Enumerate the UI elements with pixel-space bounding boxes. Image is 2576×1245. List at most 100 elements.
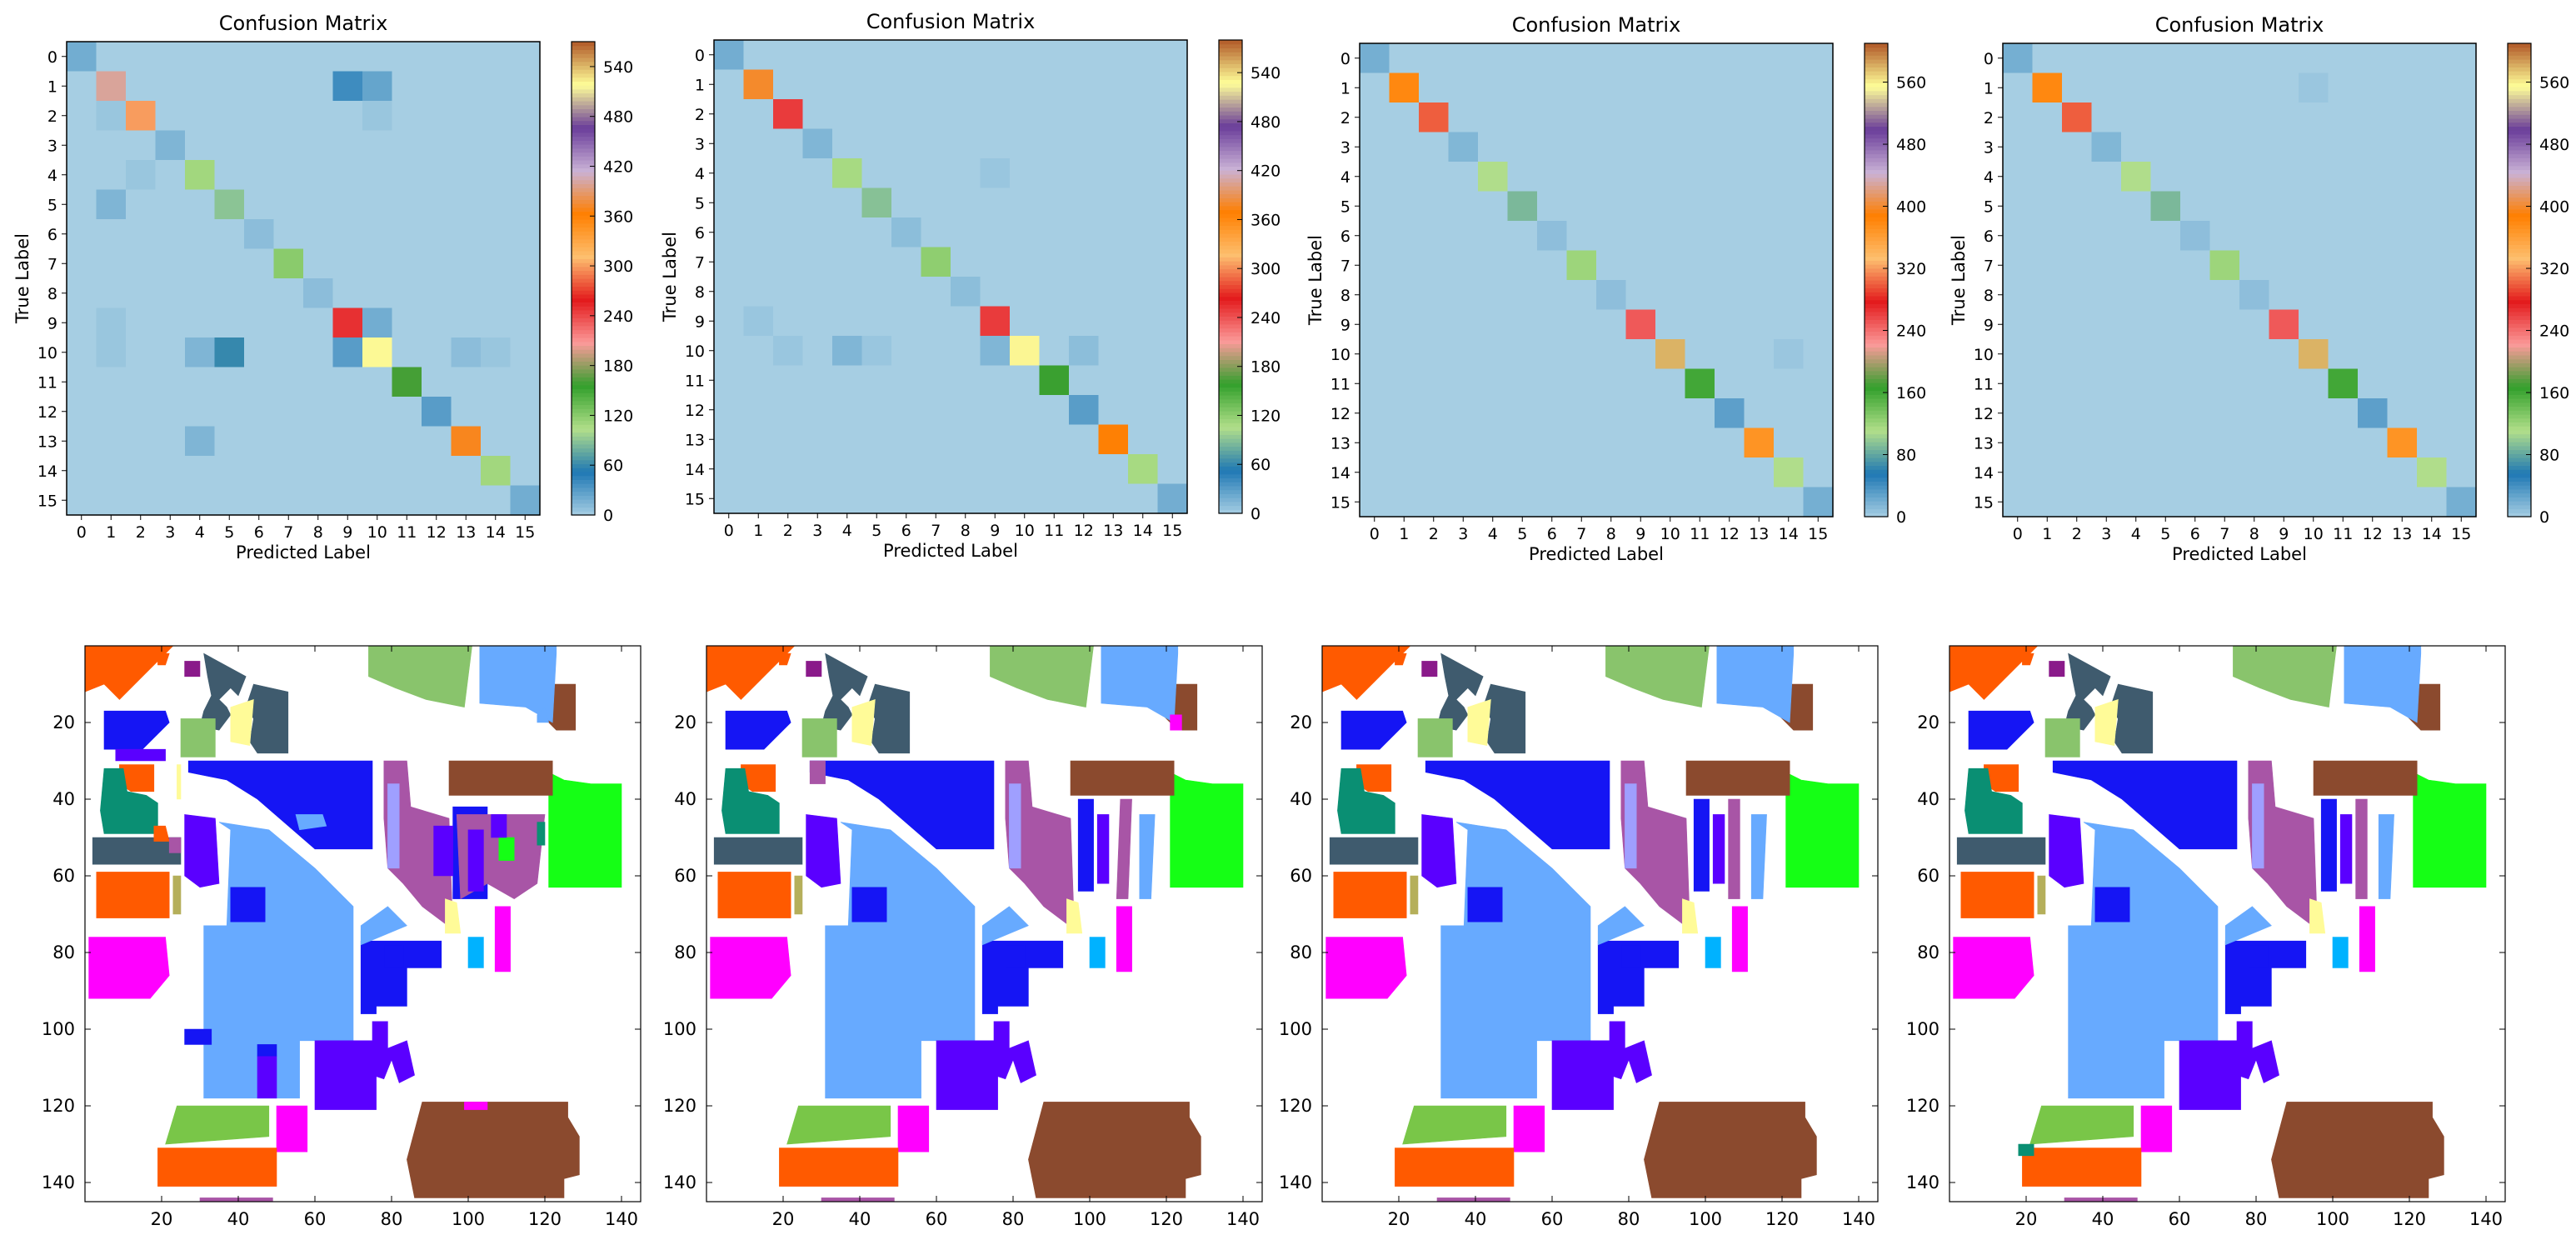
matrix-cell <box>1655 221 1686 252</box>
matrix-cell <box>2209 72 2240 103</box>
colorbar-segment <box>1865 308 1888 312</box>
y-tick-label: 120 <box>663 1096 696 1116</box>
y-tick-label: 140 <box>42 1172 75 1192</box>
colorbar-tick-label: 0 <box>1251 505 1261 523</box>
matrix-cell <box>1596 250 1627 281</box>
matrix-cell <box>2239 309 2270 340</box>
matrix-cell <box>1360 458 1390 488</box>
matrix-cell <box>1419 250 1450 281</box>
colorbar-segment <box>1219 482 1242 487</box>
matrix-cell <box>1596 72 1627 103</box>
colorbar-segment <box>1219 79 1242 84</box>
matrix-cell <box>2239 132 2270 162</box>
x-tick-label: 0 <box>77 523 87 542</box>
matrix-cell <box>1039 395 1070 426</box>
matrix-cell <box>1803 368 1834 399</box>
matrix-cell <box>1566 428 1597 458</box>
matrix-cell <box>332 485 363 516</box>
x-tick-label: 2 <box>2072 525 2082 543</box>
matrix-cell <box>155 248 186 279</box>
matrix-cell <box>451 426 482 457</box>
matrix-cell <box>1774 162 1805 192</box>
x-tick-label: 2 <box>783 522 793 540</box>
matrix-cell <box>1389 43 1420 74</box>
matrix-cell <box>332 219 363 250</box>
colorbar-segment <box>572 392 595 398</box>
map-region <box>2233 646 2337 708</box>
colorbar-segment <box>1865 378 1888 383</box>
matrix-cell <box>2032 428 2063 458</box>
matrix-cell <box>510 485 541 516</box>
map-region <box>1728 798 1740 899</box>
colorbar-segment <box>1219 264 1242 270</box>
matrix-cell <box>2446 132 2477 162</box>
matrix-cell <box>1448 487 1479 518</box>
matrix-cell <box>1566 280 1597 311</box>
map-region <box>1421 661 1438 678</box>
map-region <box>2224 906 2272 946</box>
matrix-cell <box>2091 221 2122 252</box>
matrix-cell <box>244 248 275 279</box>
matrix-cell <box>2387 162 2418 192</box>
matrix-cell <box>2269 72 2299 103</box>
matrix-cell <box>891 188 922 218</box>
x-tick-label: 100 <box>1689 1209 1722 1229</box>
matrix-cell <box>951 99 981 130</box>
matrix-cell <box>714 306 745 337</box>
map-region <box>851 698 876 746</box>
matrix-cell <box>244 338 275 368</box>
matrix-cell <box>1507 368 1538 399</box>
matrix-cell <box>773 454 804 485</box>
colorbar-segment <box>1219 146 1242 152</box>
colorbar-segment <box>1865 192 1888 198</box>
colorbar-segment <box>572 293 595 299</box>
matrix-cell <box>2269 428 2299 458</box>
colorbar-segment <box>1219 95 1242 100</box>
matrix-cell <box>1685 280 1715 311</box>
y-tick-label: 12 <box>685 402 705 420</box>
matrix-cell <box>1803 250 1834 281</box>
matrix-cell <box>67 456 97 487</box>
matrix-cell <box>273 101 304 132</box>
matrix-cell <box>1010 40 1041 71</box>
matrix-cell <box>2239 339 2270 370</box>
y-tick-label: 40 <box>674 789 696 809</box>
matrix-cell <box>303 278 334 309</box>
colorbar-segment <box>2508 43 2531 48</box>
map-region <box>1009 783 1021 869</box>
matrix-cell <box>392 485 422 516</box>
matrix-cell <box>2446 43 2477 74</box>
matrix-cell <box>1360 72 1390 103</box>
colorbar-segment <box>1219 189 1242 195</box>
colorbar-segment <box>1219 241 1242 246</box>
colorbar-segment <box>2508 122 2531 127</box>
matrix-cell <box>451 189 482 220</box>
colorbar-segment <box>1865 118 1888 123</box>
matrix-cell <box>273 278 304 309</box>
map-regions <box>1949 646 2487 1202</box>
matrix-cell <box>1069 336 1100 367</box>
map-region <box>1322 646 1411 700</box>
y-tick-label: 9 <box>1984 316 1994 334</box>
colorbar-segment <box>1865 133 1888 139</box>
matrix-cell <box>1537 487 1568 518</box>
map-region <box>809 760 826 784</box>
matrix-cell <box>392 219 422 250</box>
matrix-cell <box>802 395 833 426</box>
matrix-cell <box>2269 221 2299 252</box>
colorbar-segment <box>2508 268 2531 273</box>
map-region <box>1620 760 1690 931</box>
matrix-cell <box>451 71 482 102</box>
matrix-cell <box>1596 102 1627 133</box>
colorbar-segment <box>572 318 595 322</box>
matrix-cell <box>273 219 304 250</box>
matrix-cell <box>155 130 186 161</box>
matrix-cell <box>214 189 245 220</box>
colorbar-segment <box>2508 453 2531 458</box>
colorbar-segment <box>2508 232 2531 238</box>
colorbar-segment <box>572 215 595 220</box>
colorbar-segment <box>1219 63 1242 68</box>
matrix-cell <box>891 277 922 308</box>
map-region <box>2224 940 2307 1014</box>
matrix-cell <box>951 218 981 248</box>
